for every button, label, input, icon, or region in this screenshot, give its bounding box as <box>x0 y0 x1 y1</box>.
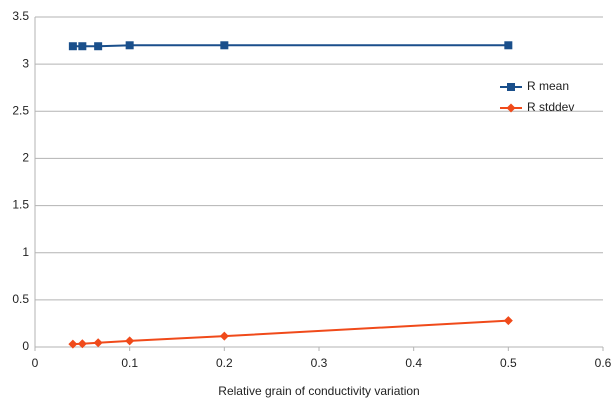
marker <box>68 42 77 51</box>
marker <box>220 41 229 50</box>
y-tick-label: 0 <box>22 339 29 353</box>
x-tick-label: 0.5 <box>500 356 517 370</box>
x-tick-label: 0 <box>32 356 39 370</box>
y-tick-label: 3 <box>22 56 29 70</box>
marker <box>78 42 87 51</box>
y-tick-label: 2 <box>22 151 29 165</box>
marker <box>68 339 78 349</box>
x-tick-label: 0.6 <box>595 356 612 370</box>
marker <box>504 41 513 50</box>
marker <box>93 338 103 348</box>
marker <box>94 42 103 51</box>
marker <box>507 83 515 91</box>
marker <box>503 316 513 326</box>
x-axis-label: Relative grain of conductivity variation <box>218 384 419 398</box>
x-tick-label: 0.1 <box>121 356 138 370</box>
marker <box>125 336 135 346</box>
marker <box>125 41 134 50</box>
x-tick-label: 0.2 <box>216 356 233 370</box>
x-tick-label: 0.3 <box>311 356 328 370</box>
y-tick-label: 1 <box>22 245 29 259</box>
marker <box>77 339 87 349</box>
y-tick-label: 0.5 <box>12 292 29 306</box>
y-tick-label: 3.5 <box>12 9 29 23</box>
y-tick-label: 1.5 <box>12 198 29 212</box>
marker <box>506 103 516 113</box>
series-line <box>72 44 509 48</box>
legend-label: R mean <box>527 79 569 93</box>
marker <box>219 331 229 341</box>
x-tick-label: 0.4 <box>405 356 422 370</box>
legend-label: R stddev <box>527 100 574 114</box>
y-tick-label: 2.5 <box>12 103 29 117</box>
